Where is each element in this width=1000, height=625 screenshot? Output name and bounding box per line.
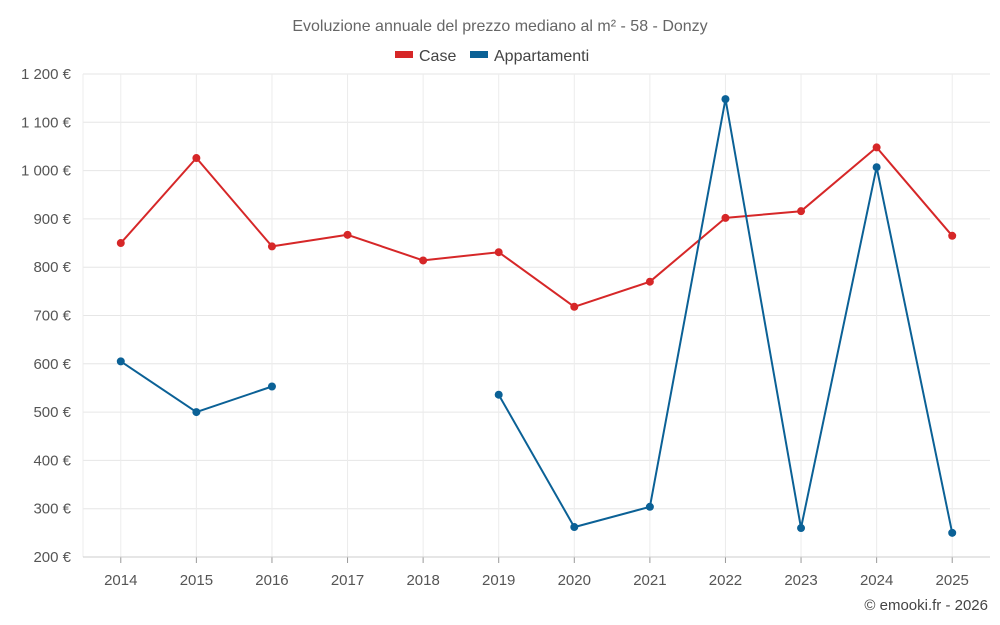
data-point-appartamenti[interactable] — [570, 523, 579, 532]
legend-swatch-appartamenti — [470, 51, 488, 58]
x-axis: 2014 2015 2016 2017 2018 2019 2020 2021 2022 2023… — [83, 556, 990, 589]
data-point-case[interactable] — [267, 242, 276, 251]
y-tick-label: 500 € — [33, 404, 71, 421]
legend-label-appartamenti: Appartamenti — [494, 48, 589, 65]
data-point-case[interactable] — [645, 277, 654, 286]
data-point-case[interactable] — [797, 207, 806, 216]
series-case — [116, 143, 957, 311]
legend: Case Appartamenti — [395, 48, 589, 65]
data-point-case[interactable] — [494, 248, 503, 257]
y-tick-label: 600 € — [33, 356, 71, 373]
x-tick-label: 2023 — [784, 572, 817, 589]
y-tick-label: 700 € — [33, 308, 71, 325]
x-tick-label: 2015 — [180, 572, 213, 589]
data-point-appartamenti[interactable] — [948, 528, 957, 537]
data-point-appartamenti[interactable] — [872, 163, 881, 172]
chart-title: Evoluzione annuale del prezzo mediano al… — [292, 18, 707, 35]
data-point-appartamenti[interactable] — [645, 502, 654, 511]
y-axis: 200 € 300 € 400 € 500 € 600 € 700 € 800 € 900 €… — [21, 66, 84, 566]
series-line-case — [120, 146, 953, 308]
y-tick-label: 1 200 € — [21, 66, 72, 83]
x-tick-label: 2020 — [558, 572, 591, 589]
y-tick-label: 1 100 € — [21, 114, 72, 131]
y-tick-label: 300 € — [33, 501, 71, 518]
data-point-case[interactable] — [116, 239, 125, 248]
data-point-appartamenti[interactable] — [192, 408, 201, 417]
y-tick-label: 1 000 € — [21, 163, 72, 180]
x-tick-label: 2022 — [709, 572, 742, 589]
y-tick-label: 800 € — [33, 259, 71, 276]
data-point-case[interactable] — [948, 231, 957, 240]
data-point-appartamenti[interactable] — [797, 524, 806, 533]
data-point-case[interactable] — [570, 302, 579, 311]
grid — [83, 73, 990, 558]
data-point-case[interactable] — [343, 230, 352, 239]
legend-item-case[interactable]: Case — [395, 48, 456, 65]
data-point-appartamenti[interactable] — [116, 357, 125, 366]
data-point-appartamenti[interactable] — [721, 95, 730, 104]
legend-item-appartamenti[interactable]: Appartamenti — [470, 48, 589, 65]
x-tick-label: 2019 — [482, 572, 515, 589]
credit-text: © emooki.fr - 2026 — [864, 597, 988, 614]
y-tick-label: 400 € — [33, 452, 71, 469]
series-appartamenti — [116, 95, 957, 537]
y-tick-label: 900 € — [33, 211, 71, 228]
x-tick-label: 2021 — [633, 572, 666, 589]
x-tick-label: 2018 — [406, 572, 439, 589]
data-point-case[interactable] — [872, 143, 881, 152]
x-tick-label: 2016 — [255, 572, 288, 589]
data-point-appartamenti[interactable] — [494, 390, 503, 399]
data-point-case[interactable] — [192, 154, 201, 163]
legend-label-case: Case — [419, 48, 456, 65]
data-point-case[interactable] — [419, 256, 428, 265]
x-tick-label: 2014 — [104, 572, 137, 589]
y-tick-label: 200 € — [33, 549, 71, 566]
x-tick-label: 2017 — [331, 572, 364, 589]
data-point-case[interactable] — [721, 213, 730, 222]
data-point-appartamenti[interactable] — [267, 382, 276, 391]
legend-swatch-case — [395, 51, 413, 58]
x-tick-label: 2025 — [936, 572, 969, 589]
series-layer — [116, 95, 957, 537]
x-tick-label: 2024 — [860, 572, 893, 589]
